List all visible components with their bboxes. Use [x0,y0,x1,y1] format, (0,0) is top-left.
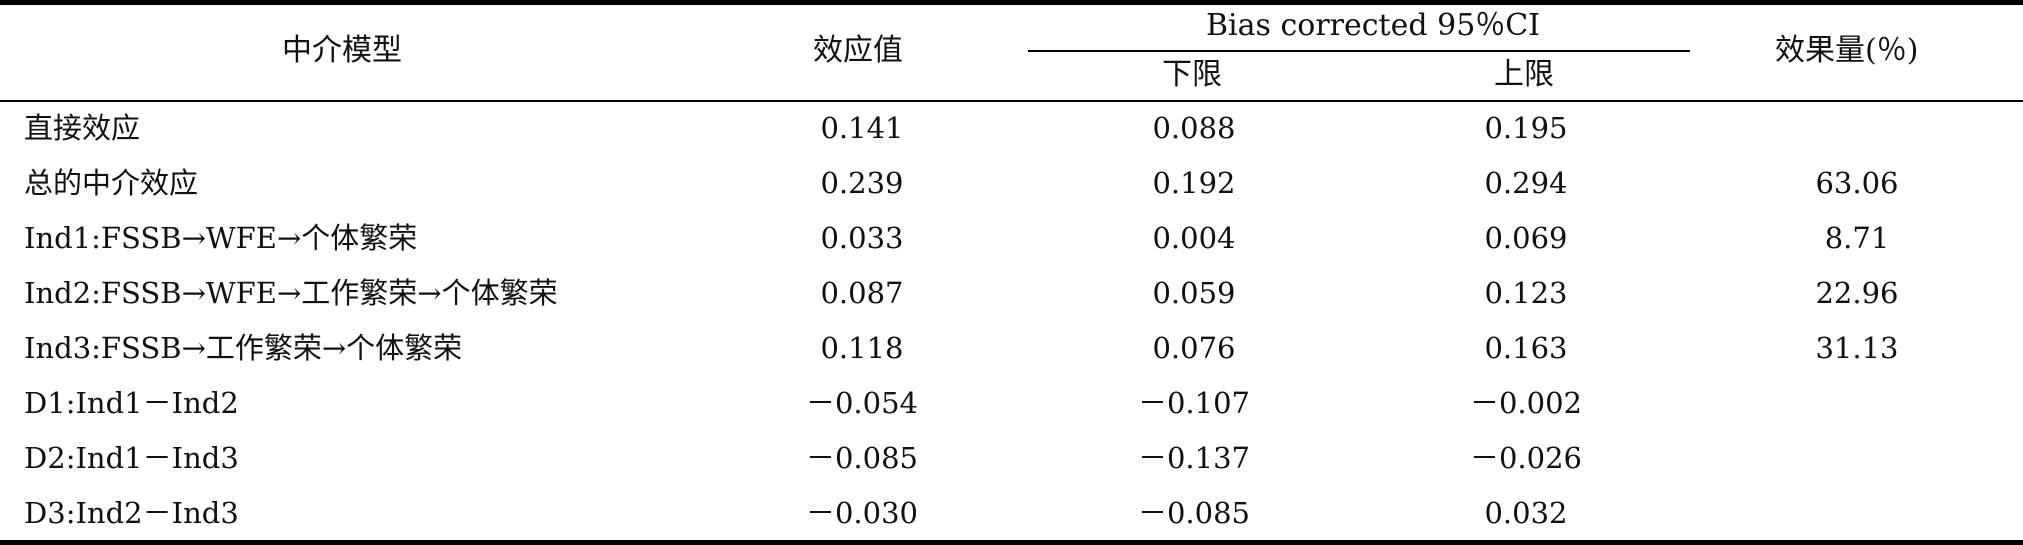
row-lower: 0.076 [1152,331,1236,365]
ci-header-rule [1028,50,1690,52]
row-lower: 0.004 [1152,221,1236,255]
row-upper: －0.002 [1469,386,1583,420]
row-model: D3:Ind2－Ind3 [24,496,239,530]
row-upper: 0.163 [1484,331,1568,365]
row-lower: 0.059 [1152,276,1236,310]
table-header-rule [0,100,2023,102]
row-size: 63.06 [1815,166,1899,200]
header-effect: 效应值 [813,33,903,68]
row-effect: 0.087 [820,276,904,310]
header-effect-size: 效果量(％) [1775,33,1919,68]
row-upper: 0.294 [1484,166,1568,200]
row-effect: －0.054 [805,386,919,420]
row-upper: －0.026 [1469,441,1583,475]
table-top-rule [0,0,2023,5]
row-effect: 0.033 [820,221,904,255]
row-model: 总的中介效应 [24,166,199,200]
header-model: 中介模型 [282,33,402,68]
row-upper: 0.195 [1484,111,1568,145]
header-ci: Bias corrected 95％CI [1206,8,1541,43]
row-upper: 0.123 [1484,276,1568,310]
row-model: D2:Ind1－Ind3 [24,441,239,475]
row-effect: －0.085 [805,441,919,475]
row-effect: －0.030 [805,496,919,530]
row-upper: 0.032 [1484,496,1568,530]
row-lower: －0.107 [1137,386,1251,420]
row-lower: 0.192 [1152,166,1236,200]
row-upper: 0.069 [1484,221,1568,255]
row-lower: －0.085 [1137,496,1251,530]
row-model: Ind3:FSSB→工作繁荣→个体繁荣 [24,331,463,365]
row-model: Ind1:FSSB→WFE→个体繁荣 [24,221,418,255]
row-effect: 0.239 [820,166,904,200]
row-lower: 0.088 [1152,111,1236,145]
row-model: D1:Ind1－Ind2 [24,386,239,420]
row-size: 31.13 [1815,331,1899,365]
row-size: 8.71 [1824,221,1890,255]
row-effect: 0.118 [820,331,904,365]
header-lower: 下限 [1162,57,1222,92]
row-effect: 0.141 [820,111,904,145]
header-upper: 上限 [1494,57,1554,92]
row-lower: －0.137 [1137,441,1251,475]
row-model: 直接效应 [24,111,141,145]
row-size: 22.96 [1815,276,1899,310]
row-model: Ind2:FSSB→WFE→工作繁荣→个体繁荣 [24,276,558,310]
table-bottom-rule [0,540,2023,545]
